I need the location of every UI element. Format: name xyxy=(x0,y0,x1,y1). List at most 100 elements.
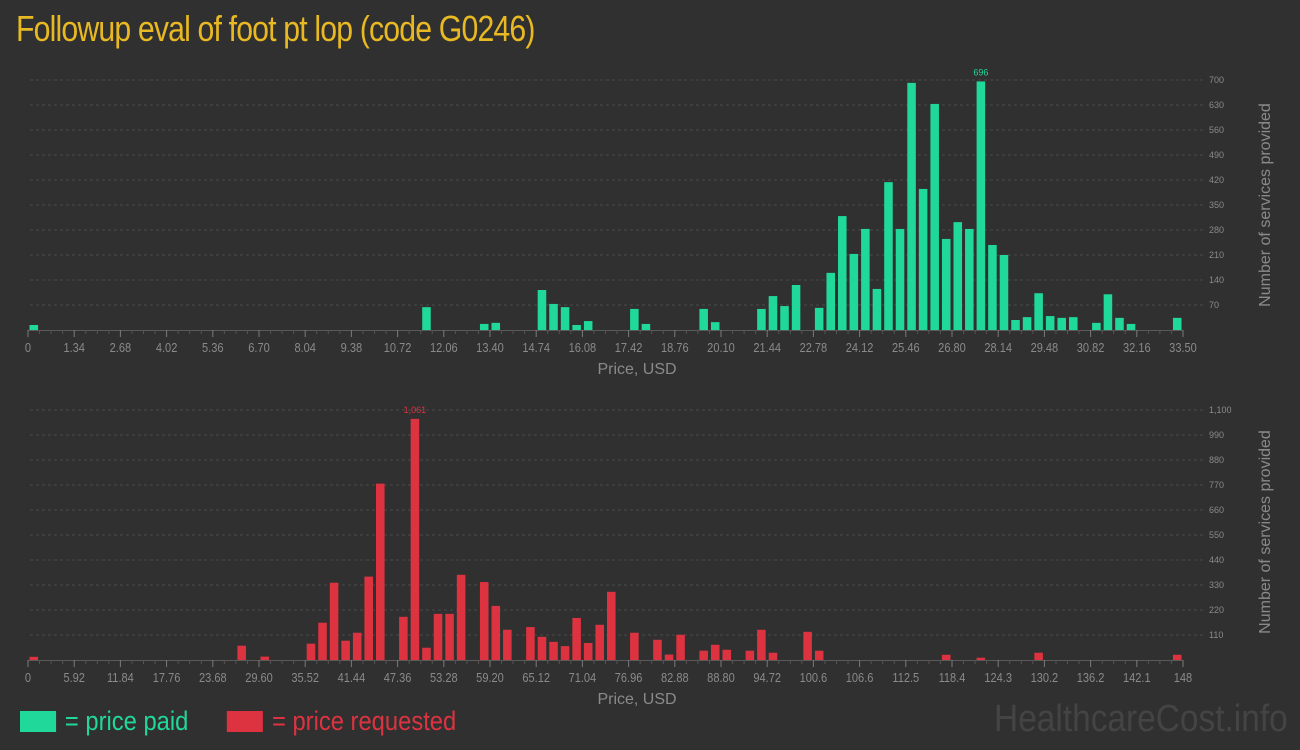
y-tick-label: 550 xyxy=(1209,530,1224,540)
y-tick-label: 220 xyxy=(1209,605,1224,615)
x-tick-label: 118.4 xyxy=(939,670,966,685)
histogram-bar xyxy=(930,103,939,330)
histogram-bar xyxy=(491,605,501,660)
y-tick-label: 560 xyxy=(1209,125,1224,135)
x-tick-label: 88.80 xyxy=(707,670,735,685)
histogram-bar xyxy=(630,308,639,330)
histogram-bar xyxy=(537,636,547,660)
y-tick-label: 490 xyxy=(1209,150,1224,160)
x-tick-label: 23.68 xyxy=(199,670,227,685)
histogram-bar xyxy=(1103,294,1113,330)
x-tick-label: 28.14 xyxy=(984,340,1012,355)
histogram-bar xyxy=(1022,317,1032,330)
x-tick-label: 10.72 xyxy=(384,340,412,355)
y-tick-label: 700 xyxy=(1209,75,1224,85)
histogram-bar xyxy=(803,631,812,660)
x-axis-label: Price, USD xyxy=(597,691,676,708)
histogram-bar xyxy=(1172,654,1182,660)
x-tick-label: 29.60 xyxy=(245,670,273,685)
x-tick-label: 17.42 xyxy=(615,340,643,355)
histogram-bar xyxy=(456,574,466,660)
histogram-bar xyxy=(329,582,339,660)
histogram-bar xyxy=(838,216,847,330)
histogram-bar xyxy=(861,228,870,330)
histogram-bar xyxy=(918,188,928,330)
histogram-bar xyxy=(768,296,778,330)
histogram-bar xyxy=(757,629,766,660)
histogram-bar xyxy=(976,657,986,660)
histogram-bar xyxy=(29,325,39,330)
histogram-bar xyxy=(988,245,997,330)
x-tick-label: 33.50 xyxy=(1169,340,1197,355)
price-paid-histogram: 70 140 210 280 350 420 490 560 630 700 0 1.34 2.68 4.… xyxy=(25,67,1274,378)
histogram-bar xyxy=(433,613,443,660)
y-tick-label: 210 xyxy=(1209,250,1224,260)
x-tick-label: 142.1 xyxy=(1123,670,1151,685)
x-tick-label: 124.3 xyxy=(984,670,1012,685)
histogram-bar xyxy=(941,238,951,330)
x-tick-label: 18.76 xyxy=(661,340,689,355)
histogram-bar xyxy=(572,325,581,330)
histogram-bar xyxy=(710,644,720,660)
histogram-bar xyxy=(664,654,674,660)
histogram-bar xyxy=(814,307,824,330)
x-tick-label: 21.44 xyxy=(753,340,781,355)
y-tick-label: 770 xyxy=(1209,480,1224,490)
x-tick-label: 12.06 xyxy=(430,340,458,355)
x-tick-label: 14.74 xyxy=(522,340,550,355)
paid-swatch xyxy=(20,710,57,732)
y-axis-label: Number of services provided xyxy=(1257,103,1274,307)
x-tick-label: 112.5 xyxy=(892,670,919,685)
histogram-bar xyxy=(907,82,916,330)
x-tick-label: 82.88 xyxy=(661,670,689,685)
x-tick-label: 35.52 xyxy=(291,670,319,685)
y-tick-label: 440 xyxy=(1209,555,1224,565)
x-tick-label: 65.12 xyxy=(522,670,550,685)
y-tick-label: 660 xyxy=(1209,505,1224,515)
y-tick-label: 280 xyxy=(1209,225,1224,235)
x-tick-label: 11.84 xyxy=(107,670,134,685)
x-tick-label: 6.70 xyxy=(248,340,270,355)
histogram-bar xyxy=(999,255,1009,330)
y-tick-label: 420 xyxy=(1209,175,1224,185)
histogram-bar xyxy=(699,650,708,660)
histogram-bar xyxy=(780,306,789,330)
histogram-bar xyxy=(399,616,408,660)
histogram-bar xyxy=(410,418,420,660)
histogram-bar xyxy=(965,228,974,330)
histogram-bar xyxy=(560,307,570,330)
x-tick-label: 0 xyxy=(25,340,31,355)
histogram-bar xyxy=(29,656,39,660)
histogram-bar xyxy=(953,222,963,330)
histogram-bar xyxy=(503,629,512,660)
page-title: Followup eval of foot pt lop (code G0246… xyxy=(16,8,535,49)
histogram-bar xyxy=(422,307,431,330)
histogram-bar xyxy=(479,582,489,660)
x-axis-label: Price, USD xyxy=(597,361,676,378)
histogram-bar xyxy=(445,613,454,660)
x-tick-label: 24.12 xyxy=(846,340,874,355)
histogram-bar xyxy=(549,303,558,330)
histogram-bar xyxy=(572,617,581,660)
histogram-bar xyxy=(722,649,732,660)
histogram-bar xyxy=(630,632,639,660)
histogram-bar xyxy=(364,576,373,660)
histogram-bar xyxy=(583,642,593,660)
histogram-bar xyxy=(1092,322,1101,330)
histogram-bar xyxy=(491,322,501,330)
y-tick-label: 630 xyxy=(1209,100,1224,110)
max-value-label: 696 xyxy=(973,67,988,77)
price-requested-histogram: 110 220 330 440 550 660 770 880 990 1,100 0 5.92 11.… xyxy=(25,405,1274,708)
x-tick-label: 13.40 xyxy=(476,340,504,355)
histogram-bar xyxy=(1034,293,1043,330)
histogram-bar xyxy=(352,632,362,660)
y-tick-label: 1,100 xyxy=(1209,405,1232,415)
histogram-bar xyxy=(537,290,547,330)
x-tick-label: 17.76 xyxy=(153,670,181,685)
histogram-bar xyxy=(595,624,604,660)
x-tick-label: 22.78 xyxy=(800,340,828,355)
histogram-bar xyxy=(549,641,558,660)
y-tick-label: 990 xyxy=(1209,430,1224,440)
histogram-bar xyxy=(1034,652,1043,660)
